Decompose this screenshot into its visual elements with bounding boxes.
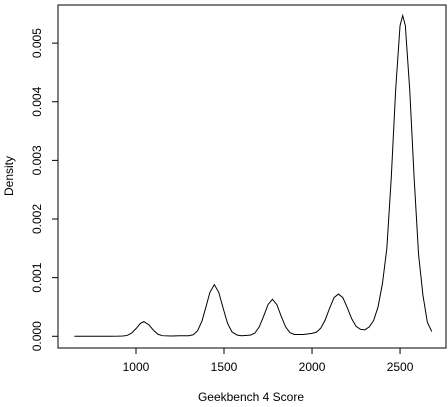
x-tick-label: 2500 (387, 360, 414, 374)
density-line (74, 13, 433, 337)
y-tick-label: 0.003 (30, 145, 44, 175)
x-tick-label: 2000 (299, 360, 326, 374)
y-tick-label: 0.000 (30, 321, 44, 351)
x-tick-label: 1000 (123, 360, 150, 374)
y-tick-label: 0.004 (30, 86, 44, 116)
y-tick-label: 0.002 (30, 204, 44, 234)
plot-box (57, 4, 447, 349)
y-tick-label: 0.001 (30, 262, 44, 292)
y-tick-label: 0.005 (30, 28, 44, 58)
x-axis-label: Geekbench 4 Score (198, 390, 304, 402)
y-axis-label: Density (2, 156, 16, 196)
x-tick-label: 1500 (211, 360, 238, 374)
